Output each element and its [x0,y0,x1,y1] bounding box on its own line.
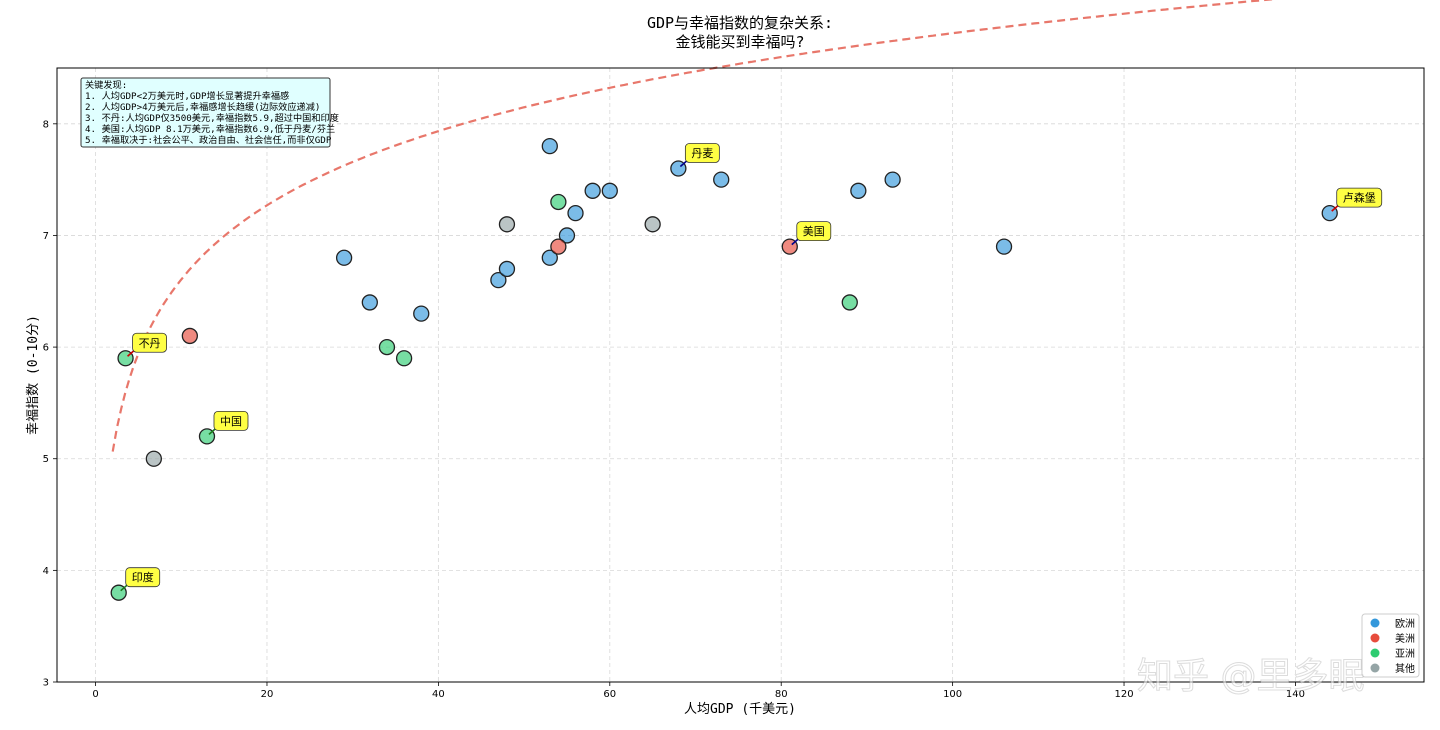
legend-label-other: 其他 [1395,662,1415,675]
data-point-other [644,216,661,233]
grid-lines [57,68,1424,683]
data-point-europe [541,137,558,155]
legend-marker-other [1370,663,1380,673]
data-points [110,137,1338,601]
data-point-asia [841,294,858,311]
chart-title-line2: 金钱能买到幸福吗? [675,33,804,51]
legend-label-americas: 美洲 [1395,632,1415,645]
legend-marker-asia [1370,648,1380,658]
annotation: 中国 [208,410,249,436]
x-tick-label: 20 [261,689,274,700]
y-axis-label: 幸福指数 (0-10分) [26,315,41,435]
data-point-europe [995,238,1013,255]
annotation-box [125,567,161,588]
watermark: 知乎 @里多眠 [1137,656,1364,697]
trend-line [111,0,1277,452]
annotation-box [132,332,167,353]
chart-title-line1: GDP与幸福指数的复杂关系: [647,14,833,32]
y-tick-label: 6 [43,343,49,354]
annotation-box [213,410,249,431]
data-point-asia [378,338,396,356]
data-point-americas [181,327,198,345]
annotation: 丹麦 [679,143,720,168]
axis-ticks: 0 20 40 60 80 100 120 140 3 4 5 6 7 8 [43,119,1305,700]
data-point-europe [335,249,353,266]
data-point-europe [584,182,601,199]
y-tick-label: 8 [43,119,49,130]
note-line: 关键发现: [85,79,127,91]
note-line: 1. 人均GDP<2万美元时,GDP增长显著提升幸福感 [85,90,289,102]
annotation: 卢森堡 [1331,187,1383,212]
annotation-box [684,143,720,163]
annotation-box [1336,187,1383,208]
note-line: 4. 美国:人均GDP 8.1万美元,幸福指数6.9,低于丹麦/芬兰 [85,123,335,135]
annotation: 印度 [120,567,161,592]
note-line: 2. 人均GDP>4万美元后,幸福感增长趋缓(边际效应递减) [85,101,320,113]
legend-marker-americas [1370,633,1380,643]
x-tick-label: 140 [1286,689,1305,700]
annotation-label: 中国 [220,415,242,428]
annotation-label: 丹麦 [691,147,713,160]
y-tick-label: 5 [43,454,49,465]
data-point-europe [884,171,901,188]
x-tick-label: 100 [943,689,962,700]
x-axis-label: 人均GDP (千美元) [684,702,796,717]
trend-layer [111,0,1277,452]
data-point-europe [850,182,867,199]
data-point-asia [395,350,413,367]
data-point-europe [498,260,516,278]
legend-marker-europe [1370,618,1380,628]
annotation-label: 卢森堡 [1343,191,1376,205]
legend: 欧洲 美洲 亚洲 其他 [1361,613,1420,678]
annotation-label: 美国 [803,225,825,238]
data-point-europe [601,182,618,199]
data-point-europe [490,271,507,289]
annotation-label: 不丹 [139,337,161,350]
y-tick-label: 3 [43,678,49,689]
data-point-europe [541,249,558,266]
x-tick-label: 60 [603,689,616,700]
y-tick-label: 4 [43,566,49,577]
data-point-americas [550,238,567,255]
annotation-label: 印度 [132,570,154,584]
plot-frame [56,67,1425,683]
data-point-europe [558,227,576,244]
data-point-asia [550,193,567,211]
data-point-europe [713,171,730,188]
data-point-other [145,450,162,467]
data-point-europe [361,294,378,311]
key-findings-box: 关键发现: 1. 人均GDP<2万美元时,GDP增长显著提升幸福感 2. 人均G… [80,77,339,148]
data-point-other [498,216,516,233]
note-line: 5. 幸福取决于:社会公平、政治自由、社会信任,而非仅GDP [85,134,332,146]
data-point-europe [413,305,430,322]
x-tick-label: 40 [432,689,445,700]
x-tick-label: 120 [1114,689,1133,700]
data-point-europe [567,204,584,222]
annotation-box [796,221,832,242]
x-tick-label: 80 [775,689,788,700]
legend-label-asia: 亚洲 [1395,648,1415,660]
annotation: 不丹 [127,332,167,357]
y-tick-label: 7 [43,231,49,242]
x-tick-label: 0 [92,689,98,700]
annotation: 美国 [791,221,832,246]
legend-bg [1361,613,1420,678]
key-findings-bg [80,77,331,148]
note-line: 3. 不丹:人均GDP仅3500美元,幸福指数5.9,超过中国和印度 [85,112,339,124]
legend-label-europe: 欧洲 [1395,618,1415,630]
